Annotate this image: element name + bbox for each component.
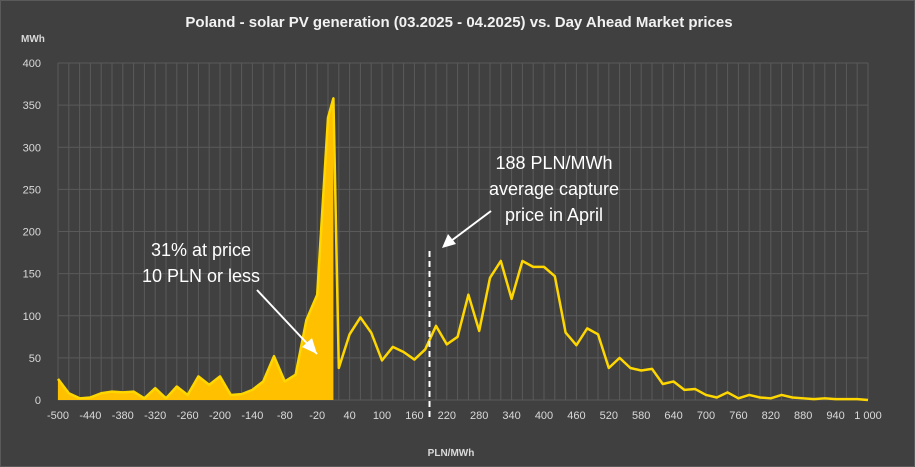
x-tick-label: 220 [438,410,456,422]
x-tick-label: -20 [309,410,325,422]
x-tick-label: -140 [241,410,263,422]
x-tick-label: 1 000 [854,410,882,422]
axes: 0 50 100 150 200 250 300 350 400 -500 -440 -380 -320… [23,58,882,422]
x-axis-title: PLN/MWh [428,448,475,459]
x-tick-label: 340 [502,410,520,422]
x-tick-label: 820 [762,410,780,422]
x-tick-label: -200 [209,410,231,422]
annotation-capture-price-line: 188 PLN/MWh [495,153,612,173]
annotation-arrowhead [442,234,456,248]
series-line [57,97,869,402]
annotation-low-price-line: 10 PLN or less [142,266,260,286]
x-tick-label: 160 [405,410,423,422]
x-tick-label: 760 [729,410,747,422]
x-tick-label: 460 [567,410,585,422]
x-tick-label: 520 [600,410,618,422]
x-tick-label: -500 [47,410,69,422]
annotation-arrowhead [302,338,317,354]
x-tick-label: 40 [343,410,355,422]
y-tick-label: 150 [23,269,41,281]
chart-title: Poland - solar PV generation (03.2025 - … [185,14,732,31]
y-tick-label: 300 [23,142,41,154]
y-tick-label: 100 [23,311,41,323]
y-axis-unit-label: MWh [21,34,45,45]
low-price-area-fill [58,98,334,400]
annotation-capture-price-line: average capture [489,179,619,199]
x-tick-label: -380 [112,410,134,422]
y-tick-label: 250 [23,184,41,196]
x-tick-label: 640 [664,410,682,422]
y-tick-label: 50 [29,353,41,365]
x-tick-label: 940 [826,410,844,422]
data-layer [57,97,869,402]
x-tick-label: 100 [373,410,391,422]
annotation-arrow-shaft [446,210,492,245]
x-tick-label: -320 [144,410,166,422]
grid [57,62,869,401]
y-tick-label: 0 [35,395,41,407]
y-tick-label: 200 [23,227,41,239]
x-tick-label: 700 [697,410,715,422]
x-tick-label: 580 [632,410,650,422]
annotations: 31% at price 10 PLN or less 188 PLN/MWh ave… [142,153,619,421]
x-tick-label: -440 [79,410,101,422]
x-tick-label: 280 [470,410,488,422]
x-tick-label: -80 [277,410,293,422]
y-tick-label: 400 [23,58,41,70]
y-tick-label: 350 [23,100,41,112]
x-tick-label: -260 [177,410,199,422]
x-tick-label: 400 [535,410,553,422]
x-tick-label: 880 [794,410,812,422]
annotation-capture-price-line: price in April [505,205,603,225]
annotation-low-price-line: 31% at price [151,240,251,260]
